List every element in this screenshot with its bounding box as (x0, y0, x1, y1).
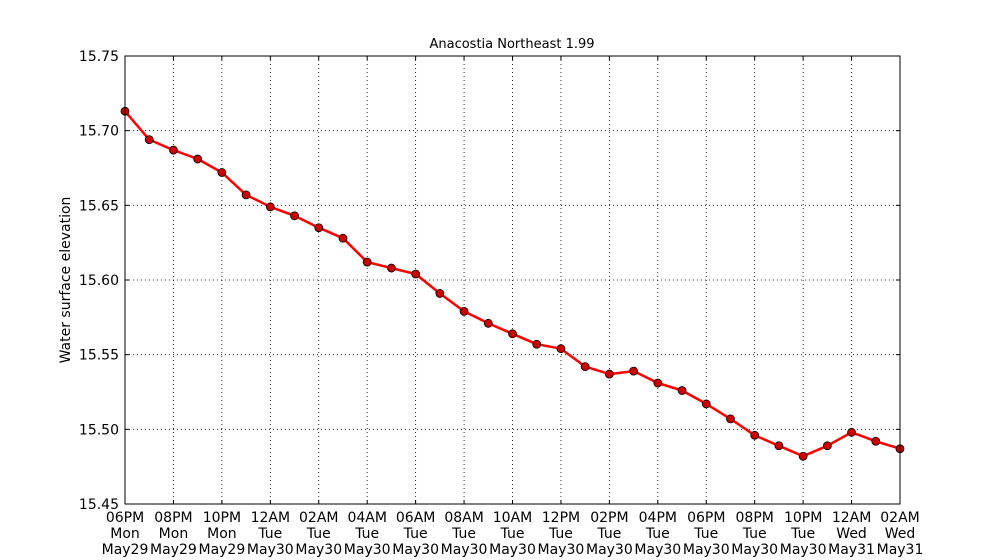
x-tick-label: 12AM Wed May31 (828, 510, 875, 558)
data-point (169, 145, 178, 155)
data-point (653, 378, 663, 388)
data-point (483, 318, 493, 328)
data-point (580, 362, 590, 372)
data-point (411, 269, 421, 279)
x-tick-label: 08AM Tue May30 (441, 510, 488, 558)
data-point (604, 369, 614, 379)
data-point (217, 168, 227, 177)
data-point (847, 427, 856, 437)
data-point (798, 451, 808, 461)
x-tick-label: 10AM Tue May30 (489, 510, 536, 558)
data-point (750, 430, 760, 440)
data-point (822, 441, 832, 451)
series-group (120, 106, 905, 461)
data-point (144, 135, 154, 145)
x-tick-label: 06PM Tue May30 (683, 510, 730, 558)
data-point (677, 386, 687, 395)
data-point (508, 329, 517, 339)
data-point (629, 366, 638, 376)
x-tick-label: 04AM Tue May30 (344, 510, 391, 558)
data-point (726, 414, 735, 424)
plot-frame (124, 55, 901, 505)
data-point (241, 190, 251, 200)
y-tick-label: 15.45 (79, 497, 119, 513)
y-axis-label: Water surface elevation (58, 197, 74, 364)
y-tick-label: 15.70 (79, 124, 119, 140)
y-tick-label: 15.75 (79, 49, 119, 65)
x-tick-label: 02AM Tue May30 (295, 510, 342, 558)
x-tick-label: 10PM Mon May29 (198, 510, 245, 558)
x-tick-label: 08PM Mon May29 (150, 510, 197, 558)
data-point (265, 202, 275, 212)
x-tick-label: 02AM Wed May31 (877, 510, 924, 558)
data-point (459, 306, 469, 316)
chart-title: Anacostia Northeast 1.99 (429, 37, 594, 52)
y-axis-ticks: 15.45 15.50 15.55 15.60 15.65 15.70 15.75 (79, 49, 900, 513)
data-point (556, 344, 566, 354)
x-tick-label: 12AM Tue May30 (247, 510, 294, 558)
data-point (435, 289, 445, 298)
y-tick-label: 15.55 (79, 348, 119, 364)
x-tick-label: 04PM Tue May30 (634, 510, 681, 558)
data-point (532, 339, 542, 349)
x-tick-label: 12PM Tue May30 (538, 510, 585, 558)
grid-lines (125, 56, 900, 504)
data-point (338, 233, 348, 243)
data-point (701, 399, 711, 409)
y-tick-label: 15.65 (79, 198, 119, 214)
data-point (314, 223, 324, 233)
data-point (290, 211, 299, 221)
x-tick-label: 06PM Mon May29 (102, 510, 149, 558)
x-tick-label: 10PM Tue May30 (780, 510, 827, 558)
y-tick-label: 15.50 (79, 422, 119, 438)
data-point (362, 257, 372, 267)
data-point (871, 436, 881, 446)
x-tick-label: 08PM Tue May30 (731, 510, 778, 558)
data-point (774, 441, 784, 451)
x-tick-label: 02PM Tue May30 (586, 510, 633, 558)
y-tick-label: 15.60 (79, 273, 119, 289)
data-point (193, 154, 203, 164)
x-tick-label: 06AM Tue May30 (392, 510, 439, 558)
data-point (387, 263, 396, 273)
